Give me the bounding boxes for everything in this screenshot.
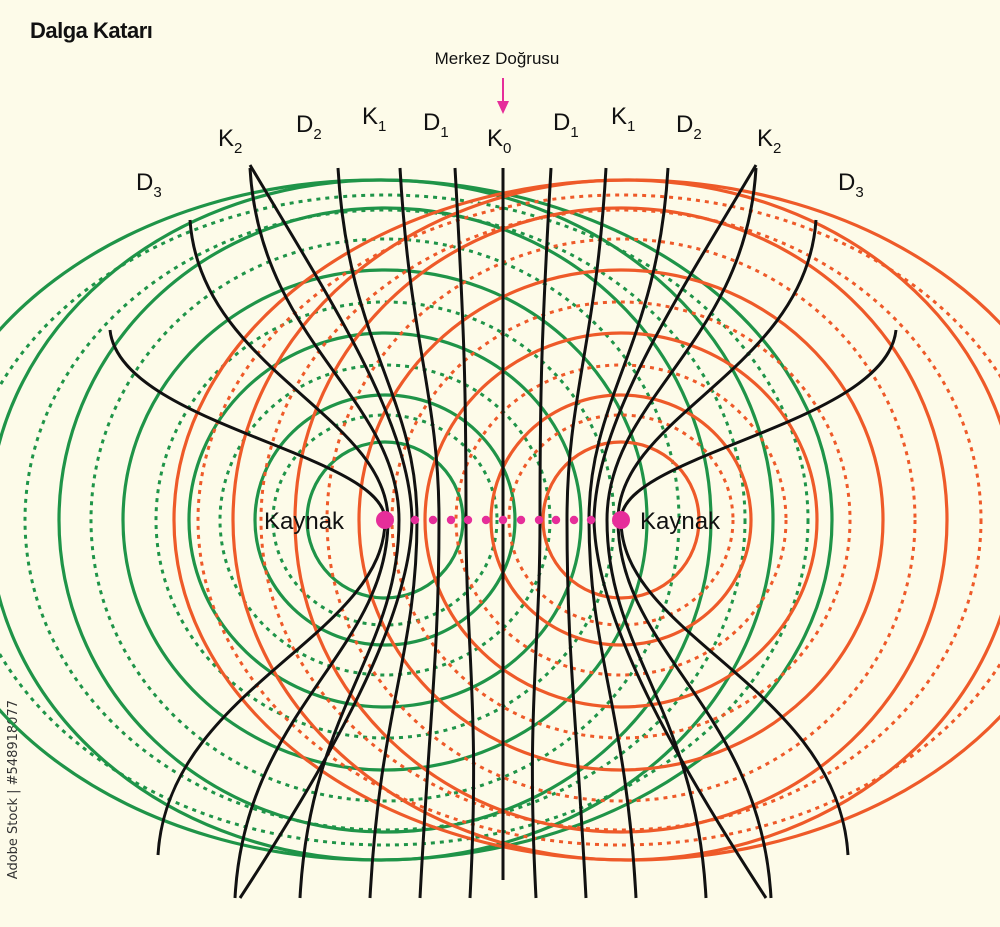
svg-text:K2: K2 xyxy=(218,125,242,157)
antinodal-line-right xyxy=(605,167,758,899)
svg-text:K1: K1 xyxy=(611,103,635,135)
svg-text:D3: D3 xyxy=(838,169,864,201)
right-source-dot xyxy=(612,511,630,529)
axis-dot xyxy=(551,515,561,525)
line-letter: D xyxy=(296,111,313,138)
wave-crest-circle xyxy=(0,178,834,862)
axis-dot xyxy=(428,515,438,525)
wave-crest-circle xyxy=(57,206,713,834)
line-label-left-1: K2 xyxy=(218,125,242,157)
axis-dot xyxy=(463,515,473,525)
wave-trough-circle xyxy=(271,413,499,627)
line-label-right-4: D3 xyxy=(838,169,864,201)
center-line-label: Merkez Doğrusu xyxy=(435,49,560,68)
wave-crest-circle xyxy=(305,440,465,600)
line-subscript: 3 xyxy=(855,184,863,201)
wave-crest-circle xyxy=(172,178,1000,862)
left-source-dot xyxy=(376,511,394,529)
wave-crest-circle xyxy=(293,206,949,834)
interference-lines xyxy=(108,164,898,899)
line-subscript: 2 xyxy=(773,140,781,157)
line-letter: K xyxy=(362,103,378,130)
axis-dot xyxy=(481,515,491,525)
axis-dot xyxy=(498,515,508,525)
wave-trough-circle xyxy=(454,363,788,677)
line-label-left-0: D3 xyxy=(136,169,162,201)
nodal-line-right xyxy=(616,219,818,899)
center-dots xyxy=(410,515,596,525)
line-subscript: 1 xyxy=(440,124,448,141)
wave-crest-circle xyxy=(253,393,517,647)
line-label-left-3: K1 xyxy=(362,103,386,135)
line-letter: D xyxy=(838,169,855,196)
wave-crest-circle xyxy=(187,331,583,709)
svg-text:D2: D2 xyxy=(296,111,322,143)
right-source-label: Kaynak xyxy=(640,508,721,535)
line-label-right-3: K2 xyxy=(757,125,781,157)
line-label-right-0: D1 xyxy=(553,109,579,141)
axis-dot xyxy=(410,515,420,525)
antinodal-line-left xyxy=(248,167,401,899)
wave-trough-circle xyxy=(0,193,810,847)
line-letter: D xyxy=(136,169,153,196)
line-label-left-4: D1 xyxy=(423,109,449,141)
line-letter: K xyxy=(611,103,627,130)
axis-dot xyxy=(446,515,456,525)
wave-trough-circle xyxy=(325,237,917,803)
line-label-right-2: D2 xyxy=(676,111,702,143)
line-letter: D xyxy=(676,111,693,138)
center-arrow-head xyxy=(497,101,509,114)
svg-text:D3: D3 xyxy=(136,169,162,201)
wave-trough-circle xyxy=(218,363,552,677)
line-subscript: 1 xyxy=(570,124,578,141)
svg-text:D1: D1 xyxy=(423,109,449,141)
line-subscript: 2 xyxy=(313,126,321,143)
wave-trough-circle xyxy=(259,208,983,832)
antinodal-line-right xyxy=(565,167,608,899)
wave-trough-circle xyxy=(23,208,747,832)
wave-trough-circle xyxy=(507,413,735,627)
wave-trough-circle xyxy=(89,237,681,803)
axis-dot xyxy=(516,515,526,525)
svg-text:K2: K2 xyxy=(757,125,781,157)
line-letter: D xyxy=(423,109,440,136)
line-subscript: 2 xyxy=(234,140,242,157)
wave-crest-circle xyxy=(121,268,649,772)
line-letter: D xyxy=(553,109,570,136)
svg-text:K0: K0 xyxy=(487,125,511,157)
line-subscript: 1 xyxy=(378,118,386,135)
page-title: Dalga Katarı xyxy=(30,18,153,43)
line-letter: K xyxy=(757,125,773,152)
line-letter: K xyxy=(218,125,234,152)
line-label-center: K0 xyxy=(487,125,511,157)
line-letter: K xyxy=(487,125,503,152)
axis-dot xyxy=(534,515,544,525)
line-label-left-2: D2 xyxy=(296,111,322,143)
line-subscript: 2 xyxy=(693,126,701,143)
left-source-label: Kaynak xyxy=(264,508,345,535)
svg-text:K1: K1 xyxy=(362,103,386,135)
axis-dot xyxy=(569,515,579,525)
line-label-right-1: K1 xyxy=(611,103,635,135)
wave-crest-circle xyxy=(357,268,885,772)
wave-trough-circle xyxy=(196,193,1000,847)
line-subscript: 0 xyxy=(503,140,511,157)
antinodal-line-left xyxy=(398,167,441,899)
svg-text:D1: D1 xyxy=(553,109,579,141)
svg-text:D2: D2 xyxy=(676,111,702,143)
line-subscript: 3 xyxy=(153,184,161,201)
wave-crest-circle xyxy=(423,331,819,709)
wave-crest-circle xyxy=(489,393,753,647)
right-wave-circles xyxy=(172,178,1000,862)
axis-dot xyxy=(586,515,596,525)
line-subscript: 1 xyxy=(627,118,635,135)
wave-trough-circle xyxy=(390,300,852,740)
